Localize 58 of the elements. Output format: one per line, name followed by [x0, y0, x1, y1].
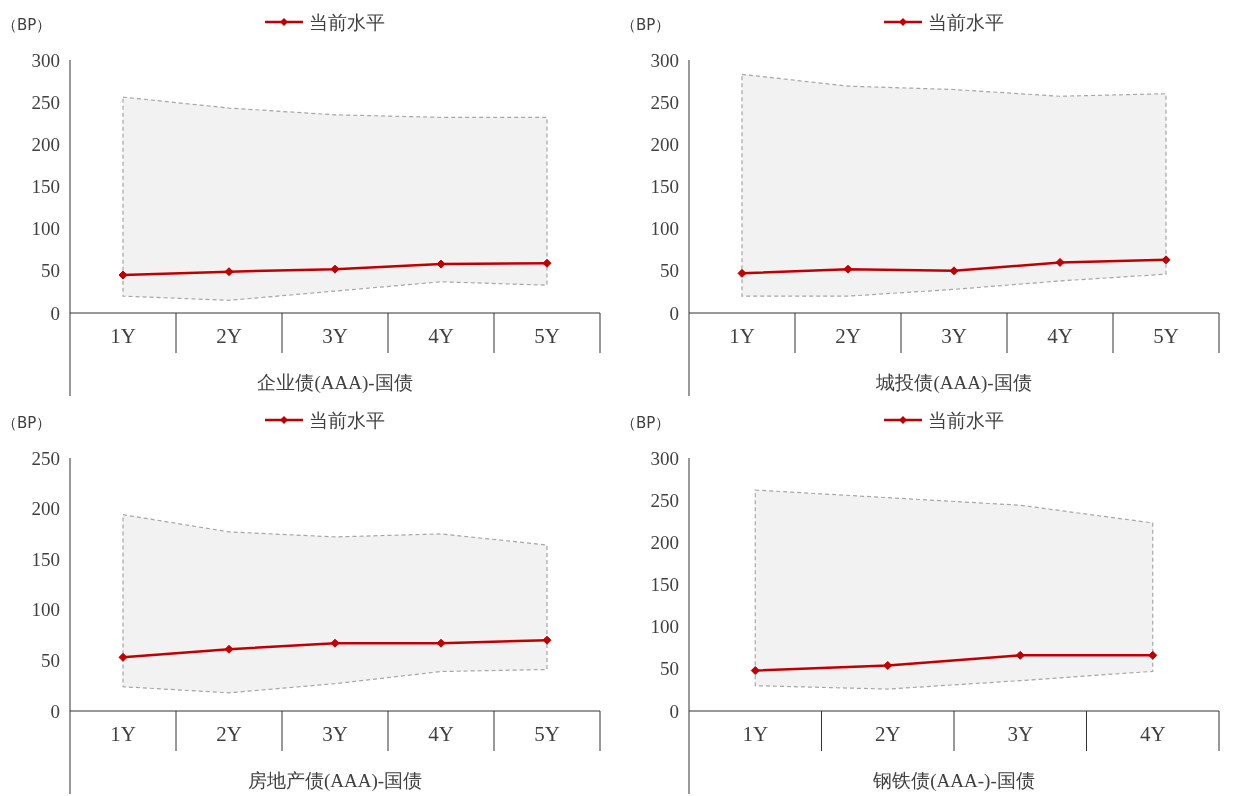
x-tick-label: 2Y	[874, 722, 901, 746]
x-tick-label: 3Y	[941, 324, 967, 348]
x-tick-label: 3Y	[1007, 722, 1034, 746]
x-tick-label: 3Y	[322, 722, 348, 746]
y-tick-label: 0	[669, 700, 679, 722]
y-tick-label: 50	[41, 650, 60, 672]
y-tick-label: 300	[31, 49, 60, 71]
x-tick-label: 5Y	[534, 722, 560, 746]
y-tick-label: 150	[31, 548, 60, 570]
x-tick-label: 1Y	[110, 722, 136, 746]
legend-label: 当前水平	[309, 10, 385, 33]
y-tick-label: 100	[31, 218, 60, 240]
x-tick-label: 2Y	[216, 324, 242, 348]
x-tick-label: 1Y	[729, 324, 755, 348]
y-tick-label: 300	[650, 447, 679, 469]
x-axis-title: 房地产债(AAA)-国债	[247, 770, 423, 792]
legend-label: 当前水平	[928, 10, 1004, 33]
y-tick-label: 200	[31, 498, 60, 520]
x-tick-label: 3Y	[322, 324, 348, 348]
y-tick-label: 100	[650, 616, 679, 638]
y-tick-label: 0	[50, 302, 60, 324]
y-tick-label: 300	[650, 49, 679, 71]
x-axis-title: 钢铁债(AAA-)-国债	[872, 770, 1035, 792]
y-axis-title: （BP）	[2, 414, 52, 432]
y-tick-label: 200	[650, 531, 679, 553]
x-axis-title: 城投债(AAA)-国债	[875, 372, 1032, 394]
y-axis-title: （BP）	[2, 16, 52, 34]
x-tick-label: 4Y	[428, 722, 454, 746]
y-tick-label: 0	[50, 700, 60, 722]
legend-label: 当前水平	[928, 408, 1004, 431]
x-axis-title: 企业债(AAA)-国债	[257, 372, 413, 394]
y-tick-label: 100	[31, 599, 60, 621]
y-tick-label: 0	[669, 302, 679, 324]
y-tick-label: 200	[650, 133, 679, 155]
x-tick-label: 2Y	[835, 324, 861, 348]
x-tick-label: 1Y	[742, 722, 769, 746]
x-tick-label: 2Y	[216, 722, 242, 746]
y-tick-label: 50	[660, 658, 679, 680]
y-axis-title: （BP）	[621, 16, 671, 34]
y-tick-label: 250	[650, 91, 679, 113]
x-tick-label: 1Y	[110, 324, 136, 348]
y-tick-label: 150	[650, 176, 679, 198]
y-tick-label: 100	[650, 218, 679, 240]
y-tick-label: 150	[31, 176, 60, 198]
y-tick-label: 150	[650, 574, 679, 596]
y-tick-label: 50	[660, 260, 679, 282]
x-tick-label: 4Y	[1139, 722, 1166, 746]
y-tick-label: 250	[650, 489, 679, 511]
x-tick-label: 4Y	[428, 324, 454, 348]
y-axis-title: （BP）	[621, 414, 671, 432]
y-tick-label: 250	[31, 447, 60, 469]
y-tick-label: 50	[41, 260, 60, 282]
x-tick-label: 5Y	[534, 324, 560, 348]
x-tick-label: 5Y	[1153, 324, 1179, 348]
y-tick-label: 250	[31, 91, 60, 113]
x-tick-label: 4Y	[1047, 324, 1073, 348]
y-tick-label: 200	[31, 133, 60, 155]
legend-label: 当前水平	[309, 408, 385, 431]
